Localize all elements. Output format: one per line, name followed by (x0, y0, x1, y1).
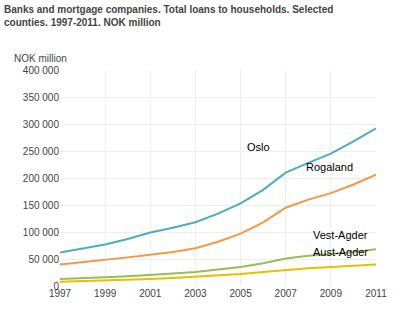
svg-text:100 000: 100 000 (23, 227, 60, 238)
svg-text:2001: 2001 (139, 288, 162, 299)
svg-text:Oslo: Oslo (247, 141, 270, 153)
svg-text:0: 0 (53, 281, 59, 292)
svg-text:250 000: 250 000 (23, 146, 60, 157)
svg-text:Vest-Agder: Vest-Agder (313, 229, 368, 241)
svg-text:300 000: 300 000 (23, 119, 60, 130)
svg-text:Banks and mortgage companies.: Banks and mortgage companies. Total loan… (4, 4, 333, 28)
svg-text:2003: 2003 (184, 288, 207, 299)
svg-text:Rogaland: Rogaland (306, 161, 353, 173)
svg-text:350 000: 350 000 (23, 92, 60, 103)
svg-text:Aust-Agder: Aust-Agder (313, 246, 368, 258)
svg-text:2011: 2011 (365, 288, 387, 299)
svg-text:400 000: 400 000 (23, 65, 60, 76)
svg-text:200 000: 200 000 (23, 173, 60, 184)
svg-text:NOK million: NOK million (14, 53, 67, 64)
svg-text:2007: 2007 (275, 288, 298, 299)
svg-text:50 000: 50 000 (28, 254, 59, 265)
svg-text:1997: 1997 (49, 288, 72, 299)
svg-text:2005: 2005 (229, 288, 252, 299)
svg-text:150 000: 150 000 (23, 200, 60, 211)
svg-text:2009: 2009 (320, 288, 343, 299)
svg-text:1999: 1999 (94, 288, 117, 299)
